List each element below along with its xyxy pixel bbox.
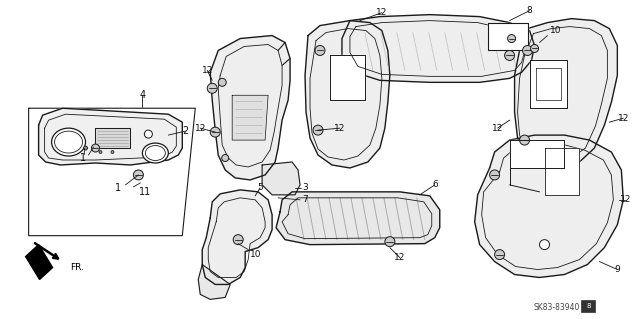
Polygon shape xyxy=(488,23,527,50)
Text: 12: 12 xyxy=(492,124,503,133)
Text: 6: 6 xyxy=(432,180,438,189)
Polygon shape xyxy=(38,108,182,165)
Text: 4: 4 xyxy=(140,90,145,100)
Text: 12: 12 xyxy=(195,124,206,133)
Text: 10: 10 xyxy=(550,26,561,35)
Ellipse shape xyxy=(218,78,226,86)
Ellipse shape xyxy=(145,130,152,138)
Polygon shape xyxy=(29,108,195,236)
Text: 12: 12 xyxy=(620,195,631,204)
Ellipse shape xyxy=(504,50,515,60)
Polygon shape xyxy=(232,95,268,140)
Text: 3: 3 xyxy=(302,183,308,192)
Polygon shape xyxy=(342,15,534,82)
Ellipse shape xyxy=(315,46,325,56)
Polygon shape xyxy=(262,162,300,195)
Ellipse shape xyxy=(508,34,516,42)
Text: 12: 12 xyxy=(618,114,629,123)
Ellipse shape xyxy=(221,154,228,161)
Text: 8: 8 xyxy=(527,6,532,15)
Ellipse shape xyxy=(495,249,504,260)
Polygon shape xyxy=(475,135,623,278)
Polygon shape xyxy=(210,35,290,180)
Text: 11: 11 xyxy=(140,187,152,197)
Polygon shape xyxy=(202,190,272,285)
Polygon shape xyxy=(330,56,365,100)
Text: SK83-83940: SK83-83940 xyxy=(533,303,579,312)
Text: 1: 1 xyxy=(81,153,86,163)
Ellipse shape xyxy=(385,237,395,247)
Ellipse shape xyxy=(142,143,168,163)
Polygon shape xyxy=(276,192,440,245)
Ellipse shape xyxy=(531,45,538,52)
Text: 1: 1 xyxy=(115,183,122,193)
Polygon shape xyxy=(26,245,52,279)
Polygon shape xyxy=(95,128,131,148)
Polygon shape xyxy=(529,60,568,108)
Ellipse shape xyxy=(313,125,323,135)
Ellipse shape xyxy=(92,144,99,152)
Text: 2: 2 xyxy=(182,126,188,136)
Ellipse shape xyxy=(99,151,102,153)
Ellipse shape xyxy=(83,146,88,150)
Polygon shape xyxy=(545,148,579,195)
Text: 12: 12 xyxy=(394,253,406,262)
Ellipse shape xyxy=(520,135,529,145)
Text: 12: 12 xyxy=(334,124,346,133)
Text: FR.: FR. xyxy=(70,263,84,272)
Ellipse shape xyxy=(522,46,532,56)
Ellipse shape xyxy=(207,83,217,93)
Text: 8: 8 xyxy=(586,303,591,309)
Text: 12: 12 xyxy=(376,8,388,17)
FancyBboxPatch shape xyxy=(581,300,595,312)
Polygon shape xyxy=(305,21,390,168)
Text: 12: 12 xyxy=(202,66,213,75)
Polygon shape xyxy=(509,140,564,168)
Text: 7: 7 xyxy=(302,195,308,204)
Polygon shape xyxy=(198,264,230,300)
Text: 5: 5 xyxy=(257,183,263,192)
Ellipse shape xyxy=(111,151,114,153)
Ellipse shape xyxy=(233,235,243,245)
Ellipse shape xyxy=(133,170,143,180)
Ellipse shape xyxy=(540,240,550,249)
Ellipse shape xyxy=(52,128,86,156)
Text: 10: 10 xyxy=(250,250,262,259)
Ellipse shape xyxy=(490,170,500,180)
Polygon shape xyxy=(515,19,618,168)
Text: 9: 9 xyxy=(614,265,620,274)
Ellipse shape xyxy=(210,127,220,137)
